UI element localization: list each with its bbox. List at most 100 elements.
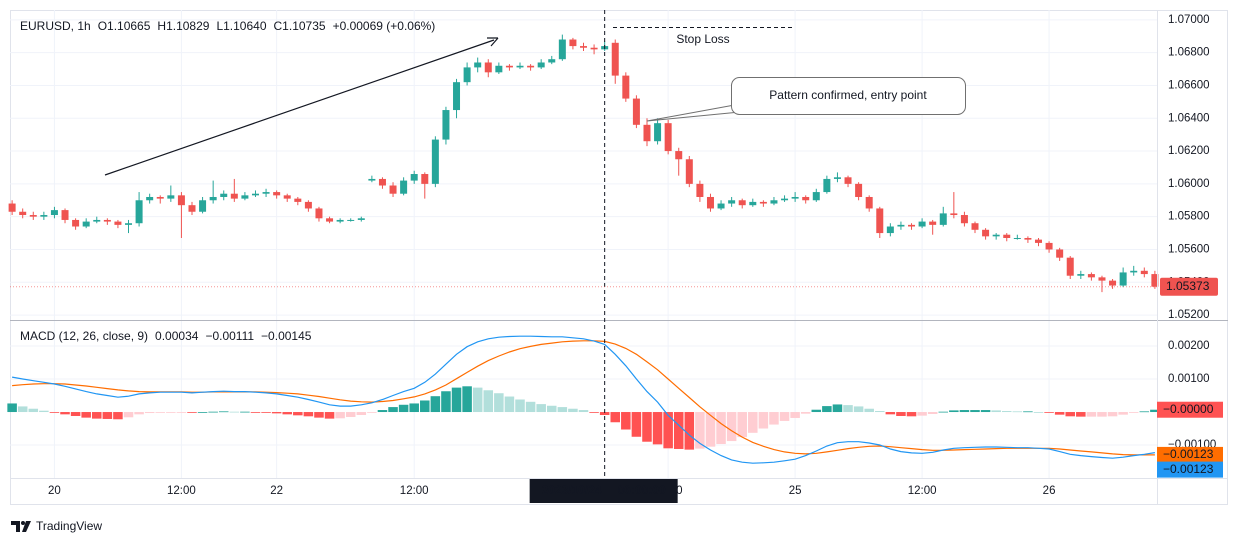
- histogram-bar: [462, 386, 472, 413]
- histogram-bar: [7, 403, 17, 413]
- candle-body: [19, 211, 27, 216]
- histogram-bar: [1107, 412, 1118, 417]
- candle-body: [209, 196, 217, 201]
- candle-body: [992, 234, 1000, 237]
- candle-body: [453, 82, 461, 111]
- macd-badge-label: −0.00123: [1163, 447, 1214, 461]
- candle-body: [685, 159, 693, 184]
- histogram-bar: [409, 403, 419, 413]
- candle-body: [474, 62, 482, 68]
- histogram-bar: [176, 412, 187, 413]
- candle-body: [29, 215, 37, 217]
- histogram-bar: [324, 412, 335, 419]
- legend-change: +0.00069 (+0.06%): [333, 19, 436, 33]
- histogram-bar: [70, 412, 81, 416]
- candle-body: [622, 75, 630, 99]
- histogram-bar: [17, 406, 28, 413]
- histogram-bar: [218, 411, 229, 413]
- macd-title: MACD (12, 26, close, 9): [20, 329, 148, 343]
- legend-low: L1.10640: [216, 19, 266, 33]
- histogram-bar: [472, 387, 483, 413]
- candle-body: [389, 185, 397, 194]
- x-tick-label: 25: [789, 485, 802, 497]
- histogram-bar: [1150, 409, 1160, 413]
- candle-body: [844, 177, 852, 184]
- candle-body: [527, 65, 535, 68]
- candle-body: [8, 203, 16, 212]
- candle-body: [908, 224, 916, 227]
- histogram-bar: [39, 410, 49, 413]
- candle-body: [960, 215, 968, 224]
- candle-body: [304, 201, 312, 209]
- x-tick-label: 12:00: [400, 485, 429, 497]
- candle-body: [812, 192, 820, 201]
- candle-body: [569, 39, 577, 47]
- candle-body: [537, 62, 545, 68]
- candle-body: [378, 178, 386, 186]
- histogram-bar: [1139, 411, 1150, 413]
- crosshair-date: 2023/10/24: [542, 483, 602, 497]
- candle-body: [654, 123, 662, 142]
- histogram-bar: [1054, 412, 1065, 415]
- candle-body: [1077, 274, 1085, 276]
- candle-body: [558, 39, 566, 60]
- candle-body: [463, 67, 471, 83]
- candle-body: [262, 192, 270, 194]
- callout-box: [731, 77, 966, 115]
- candle-body: [632, 98, 640, 125]
- histogram-bar: [1097, 412, 1107, 417]
- histogram-bar: [769, 412, 779, 425]
- histogram-bar: [441, 391, 451, 413]
- candle-body: [1045, 242, 1053, 250]
- candle-body: [220, 193, 228, 197]
- histogram-bar: [240, 411, 250, 413]
- histogram-bar: [1118, 412, 1128, 415]
- candle-body: [675, 151, 683, 160]
- macd-badge-label: −0.00123: [1163, 462, 1214, 476]
- histogram-bar: [970, 410, 980, 413]
- macd-line: [11, 335, 1155, 464]
- candle-body: [230, 193, 238, 199]
- candle-body: [167, 195, 175, 199]
- histogram-bar: [1044, 412, 1054, 413]
- candle-body: [50, 210, 58, 216]
- histogram-bar: [642, 412, 652, 442]
- histogram-bar: [652, 412, 663, 445]
- histogram-bar: [536, 404, 546, 413]
- histogram-bar: [335, 412, 345, 419]
- callout-pointer: [646, 103, 741, 122]
- candle-body: [738, 200, 746, 206]
- macd-badge: [1157, 446, 1223, 463]
- histogram-bar: [684, 412, 695, 450]
- histogram-bar: [345, 412, 356, 417]
- histogram-bar: [864, 408, 874, 413]
- x-tick-label: 26: [1043, 485, 1056, 497]
- histogram-bar: [610, 412, 621, 423]
- histogram-bar: [631, 412, 642, 437]
- y-tick-label: 1.06600: [1168, 79, 1210, 91]
- legend-histogram: 0.00034: [155, 329, 199, 343]
- histogram-bar: [959, 410, 970, 413]
- candle-body: [1109, 280, 1117, 286]
- candle-body: [865, 196, 873, 209]
- histogram-bar: [1128, 412, 1139, 413]
- candle-body: [1130, 270, 1138, 273]
- candle-body: [484, 62, 492, 73]
- candle-body: [410, 174, 418, 181]
- candle-body: [696, 183, 704, 197]
- candle-body: [357, 218, 365, 220]
- y-tick-label: 1.05200: [1168, 309, 1210, 321]
- histogram-bar: [896, 412, 906, 416]
- histogram-bar: [779, 412, 790, 421]
- histogram-bar: [113, 412, 123, 420]
- histogram-bar: [483, 390, 494, 413]
- last-price-badge: [1160, 277, 1218, 296]
- candle-body: [1119, 272, 1127, 286]
- candle-body: [1151, 274, 1159, 287]
- histogram-bar: [525, 401, 536, 413]
- histogram-bar: [92, 412, 102, 419]
- candle-body: [241, 195, 249, 199]
- candle-body: [283, 195, 291, 199]
- histogram-bar: [875, 411, 885, 413]
- candle-body: [199, 200, 207, 212]
